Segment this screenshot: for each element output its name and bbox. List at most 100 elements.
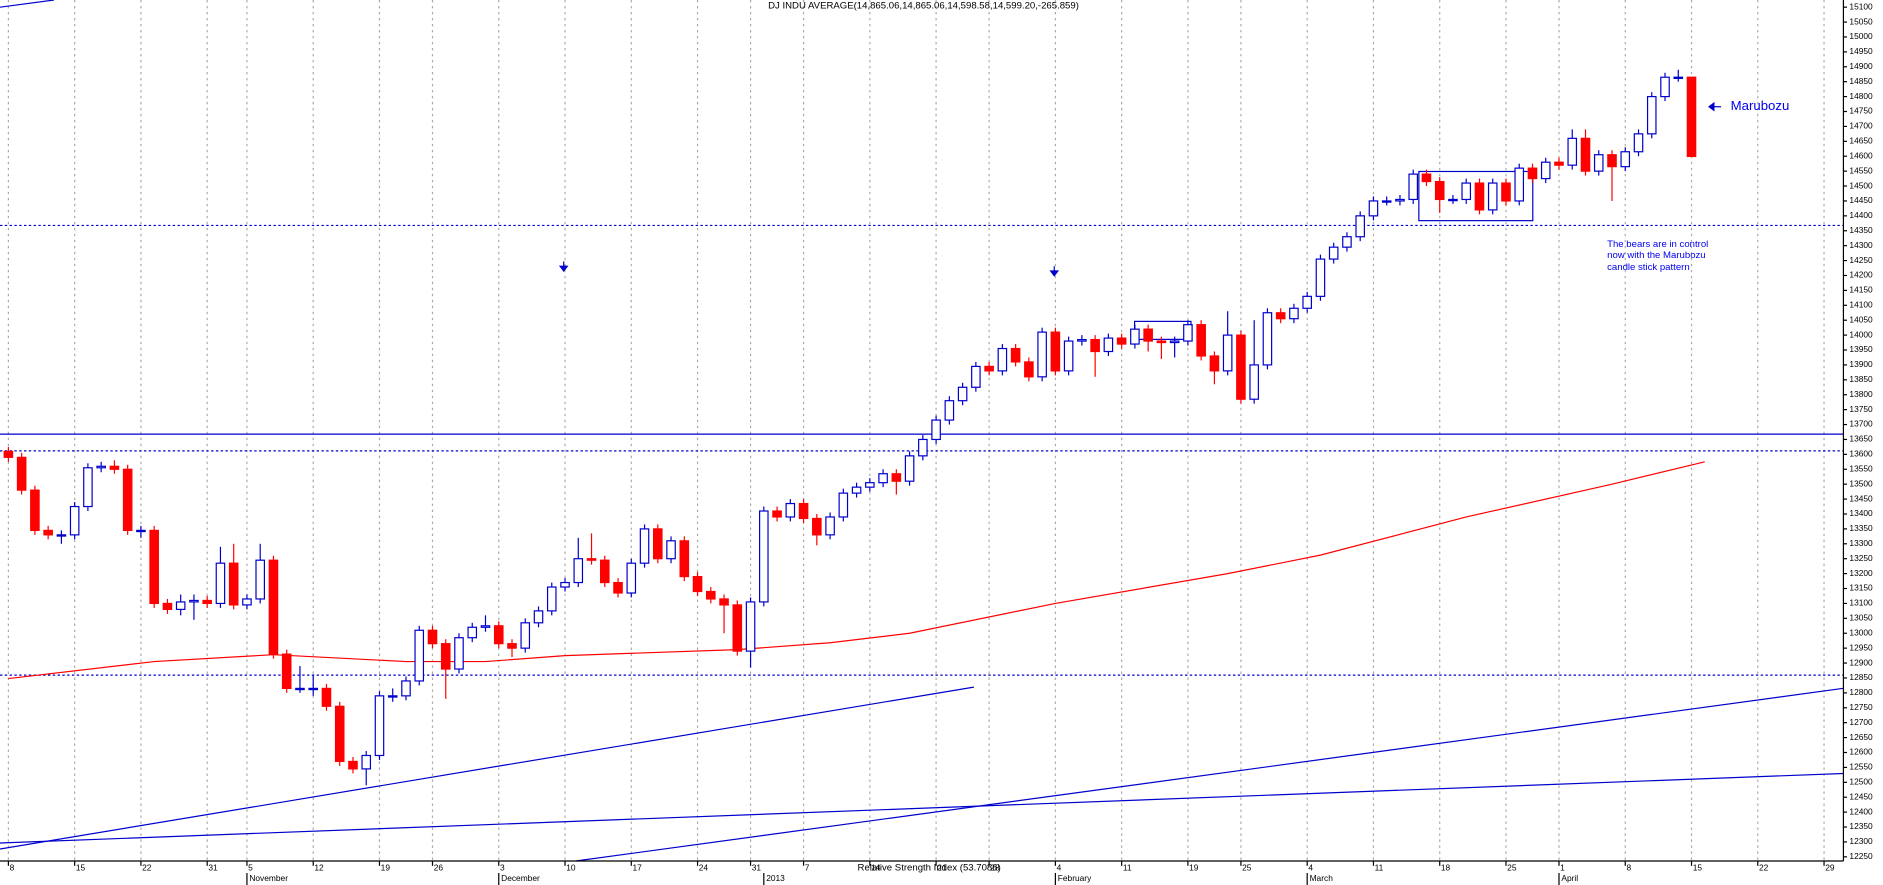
candle-body	[971, 365, 981, 388]
x-tick-label: 11	[1123, 862, 1132, 872]
month-label: April	[1561, 873, 1578, 883]
candle-body	[1209, 355, 1220, 372]
candle-body	[1103, 337, 1114, 353]
y-tick-label: 12400	[1849, 806, 1873, 816]
candle-body	[1183, 324, 1193, 342]
candle-body	[189, 599, 199, 603]
y-tick-label: 12900	[1849, 657, 1873, 667]
x-tick-label: 7	[805, 862, 810, 872]
x-tick-label: 19	[1189, 862, 1199, 872]
candle-body	[706, 590, 716, 600]
candle-body	[1646, 95, 1657, 135]
candle-body	[228, 562, 239, 606]
candle-body	[1434, 180, 1445, 201]
candle-body	[321, 687, 332, 707]
candle-body	[281, 653, 292, 689]
y-tick-label: 15100	[1849, 1, 1873, 11]
candle-body	[255, 559, 265, 600]
y-tick-label: 13450	[1849, 493, 1873, 503]
candle-body	[1262, 312, 1273, 366]
candle-body	[202, 599, 212, 605]
y-tick-label: 12700	[1849, 717, 1873, 727]
y-tick-label: 12450	[1849, 791, 1873, 801]
candle-body	[1024, 361, 1034, 378]
candle-body	[109, 465, 120, 470]
y-tick-label: 13250	[1849, 553, 1873, 563]
candle-body	[772, 510, 782, 518]
x-tick-label: 28	[990, 862, 1000, 872]
y-tick-label: 12850	[1849, 672, 1873, 682]
moving-average	[8, 461, 1705, 680]
candle-body	[1593, 154, 1604, 172]
candle-body	[825, 516, 835, 536]
candle-body	[546, 586, 557, 612]
y-tick-label: 14900	[1849, 61, 1873, 71]
candle-body	[162, 602, 173, 610]
y-tick-label: 13400	[1849, 508, 1873, 518]
candle-body	[560, 581, 570, 588]
y-tick-label: 12500	[1849, 777, 1873, 787]
annotation: Marubozu	[1731, 98, 1790, 113]
candle-body	[1368, 200, 1379, 217]
y-tick-label: 13100	[1849, 598, 1873, 608]
candle-body	[798, 502, 809, 520]
candle-body	[1116, 337, 1127, 345]
candle-body	[599, 559, 610, 584]
y-tick-label: 13000	[1849, 627, 1873, 637]
y-tick-label: 13200	[1849, 568, 1873, 578]
y-tick-label: 12950	[1849, 642, 1873, 652]
y-tick-label: 13700	[1849, 419, 1873, 429]
candle-body	[652, 528, 663, 560]
candle-body	[493, 625, 504, 645]
candle-body	[387, 695, 398, 698]
candle-body	[480, 625, 491, 628]
x-tick-label: 19	[381, 862, 391, 872]
annotations-layer	[0, 0, 1844, 862]
candle-body	[1156, 340, 1167, 344]
candle-body	[997, 347, 1008, 372]
x-tick-label: 24	[699, 862, 709, 872]
candle-body	[1580, 137, 1591, 172]
candle-body	[1143, 328, 1153, 342]
x-tick-label: 5	[248, 862, 253, 872]
candle-body	[136, 529, 146, 533]
candle-body	[440, 643, 451, 670]
trend-line	[575, 687, 1844, 862]
candle-body	[626, 562, 637, 594]
y-tick-label: 12300	[1849, 836, 1873, 846]
candle-body	[838, 492, 849, 518]
y-tick-label: 14800	[1849, 91, 1873, 101]
candle-body	[957, 386, 968, 402]
arrow-head	[558, 265, 569, 273]
candle-body	[1448, 198, 1458, 202]
y-tick-label: 14000	[1849, 329, 1873, 339]
annotation: The bears are in control	[1607, 239, 1708, 250]
y-tick-label: 13900	[1849, 359, 1873, 369]
candle-body	[812, 517, 822, 536]
candle-body	[454, 637, 464, 670]
y-tick-label: 13950	[1849, 344, 1873, 354]
y-tick-label: 12250	[1849, 851, 1873, 861]
candle-body	[1236, 334, 1246, 400]
y-tick-label: 14650	[1849, 136, 1873, 146]
candle-body	[613, 581, 623, 594]
x-tick-label: 29	[1825, 862, 1835, 872]
y-tick-label: 13850	[1849, 374, 1873, 384]
candle-body	[348, 760, 358, 770]
y-tick-label: 13050	[1849, 613, 1873, 623]
x-tick-label: 26	[434, 862, 444, 872]
candle-body	[96, 465, 106, 469]
candle-body	[904, 455, 915, 482]
month-label: February	[1058, 873, 1092, 883]
y-tick-label: 13500	[1849, 478, 1873, 488]
x-tick-label: 15	[76, 862, 86, 872]
candle-body	[732, 604, 743, 652]
candle-body	[3, 450, 14, 458]
y-tick-label: 14300	[1849, 240, 1873, 250]
candle-body	[1222, 334, 1233, 372]
candle-body	[891, 473, 902, 482]
candle-body	[295, 687, 305, 691]
candle-body	[1328, 246, 1339, 260]
candle-body	[43, 529, 53, 536]
